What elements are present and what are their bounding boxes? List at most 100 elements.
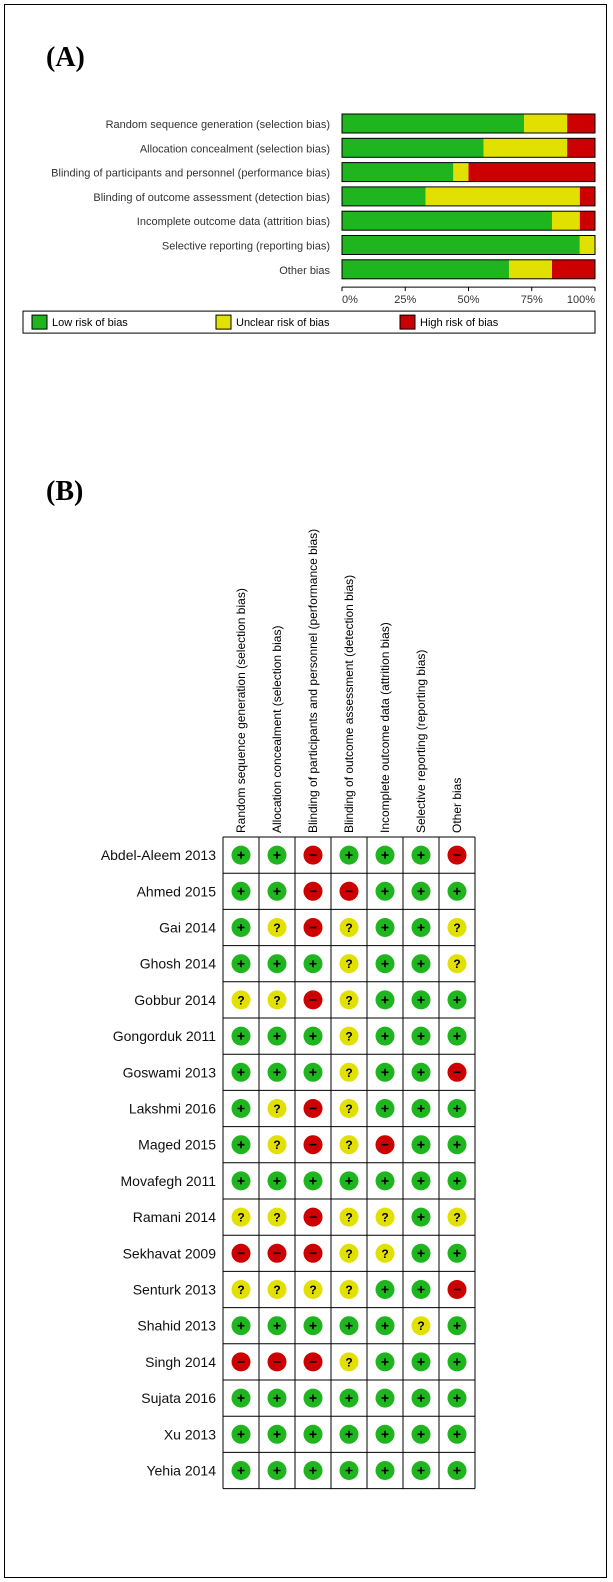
question-glyph: ?	[273, 1211, 280, 1225]
bar-segment-unclear	[483, 138, 568, 158]
plus-glyph	[273, 851, 281, 859]
plus-glyph	[417, 924, 425, 931]
category-label: Incomplete outcome data (attrition bias)	[137, 216, 330, 228]
plus-icon	[411, 1243, 431, 1263]
question-glyph: ?	[309, 1283, 316, 1297]
plus-glyph	[237, 1322, 245, 1330]
question-icon: ?	[267, 1280, 287, 1299]
judgement-dot-unclear	[375, 1207, 395, 1227]
plus-icon	[303, 1461, 323, 1480]
plus-icon	[447, 990, 467, 1010]
risk-of-bias-summary-chart: Random sequence generation (selection bi…	[22, 113, 596, 334]
plus-icon	[411, 1352, 431, 1372]
plus-icon	[339, 1316, 359, 1336]
plus-glyph	[309, 1322, 317, 1330]
legend-swatch-unclear	[215, 314, 232, 330]
figure-frame	[4, 4, 607, 1578]
plus-glyph	[453, 1394, 461, 1402]
plus-icon	[231, 1135, 251, 1155]
x-tick-label: 25%	[394, 294, 416, 306]
plus-glyph	[345, 1322, 353, 1330]
plus-glyph	[345, 1177, 353, 1185]
plus-icon	[339, 1424, 359, 1444]
plus-icon	[375, 1099, 395, 1118]
bar-segment-low	[342, 211, 552, 231]
judgement-dot-unclear	[231, 990, 251, 1010]
plus-glyph	[453, 887, 461, 895]
judgement-dot-unclear	[339, 1207, 359, 1227]
bar-outline	[341, 259, 596, 280]
plus-icon	[375, 1352, 395, 1372]
minus-icon	[303, 918, 323, 937]
plus-icon	[411, 881, 431, 901]
minus-icon	[303, 1352, 323, 1372]
plus-glyph	[237, 924, 245, 931]
plus-icon	[375, 1280, 395, 1299]
category-label: Selective reporting (reporting bias)	[162, 241, 330, 253]
plus-glyph	[417, 1394, 425, 1402]
plus-icon	[267, 881, 287, 901]
plus-icon	[447, 1388, 467, 1408]
question-icon: ?	[447, 954, 467, 974]
judgement-dot-unclear	[375, 1243, 395, 1263]
plus-icon	[267, 1461, 287, 1480]
plus-glyph	[309, 1430, 317, 1438]
judgement-dot-unclear	[339, 1135, 359, 1155]
judgement-dot-unclear	[267, 1099, 287, 1118]
plus-glyph	[453, 1322, 461, 1330]
question-glyph: ?	[273, 1283, 280, 1297]
category-label: Blinding of participants and personnel (…	[51, 168, 330, 180]
plus-glyph	[273, 960, 281, 968]
study-label: Ghosh 2014	[140, 956, 216, 972]
column-header: Selective reporting (reporting bias)	[414, 650, 428, 833]
bar-segment-unclear	[453, 162, 469, 182]
plus-icon	[303, 1062, 323, 1082]
study-label: Abdel-Aleem 2013	[101, 847, 216, 863]
question-glyph: ?	[273, 921, 280, 935]
plus-icon	[231, 1099, 251, 1118]
bar-segment-unclear	[579, 235, 595, 255]
minus-icon	[339, 881, 359, 901]
column-header: Allocation concealment (selection bias)	[270, 626, 284, 833]
minus-icon	[303, 845, 323, 865]
plus-icon	[303, 1316, 323, 1336]
plus-icon	[231, 845, 251, 865]
question-icon: ?	[339, 1207, 359, 1227]
judgement-dot-unclear	[447, 954, 467, 974]
legend-label-unclear: Unclear risk of bias	[236, 317, 330, 329]
judgement-dot-unclear	[231, 1207, 251, 1227]
judgement-dot-unclear	[339, 954, 359, 974]
column-header: Blinding of participants and personnel (…	[306, 529, 320, 833]
plus-glyph	[381, 851, 389, 859]
question-icon: ?	[267, 990, 287, 1010]
bar-segment-high	[579, 211, 595, 231]
plus-icon	[375, 1026, 395, 1046]
judgement-dot-unclear	[411, 1316, 431, 1336]
plus-glyph	[417, 996, 425, 1004]
question-glyph: ?	[381, 1211, 388, 1225]
minus-icon	[447, 1280, 467, 1299]
judgement-dot-unclear	[267, 1135, 287, 1155]
column-header: Random sequence generation (selection bi…	[234, 588, 248, 833]
plus-icon	[411, 1424, 431, 1444]
plus-icon	[375, 881, 395, 901]
bar-segment-unclear	[508, 259, 552, 279]
question-icon: ?	[267, 1099, 287, 1118]
bar-segment-high	[468, 162, 595, 182]
minus-icon	[231, 1243, 251, 1263]
question-glyph: ?	[345, 1211, 352, 1225]
bar-segment-high	[567, 114, 595, 133]
question-icon: ?	[267, 918, 287, 937]
plus-icon	[231, 881, 251, 901]
question-glyph: ?	[381, 1247, 388, 1261]
plus-icon	[231, 1388, 251, 1408]
plus-glyph	[381, 924, 389, 931]
legend-swatch-high	[399, 314, 416, 330]
bar-outline	[341, 137, 596, 158]
question-glyph: ?	[345, 1030, 352, 1044]
plus-glyph	[381, 996, 389, 1004]
question-icon: ?	[339, 1280, 359, 1299]
plus-icon	[303, 1388, 323, 1408]
plus-glyph	[417, 1105, 425, 1112]
plus-icon	[447, 1135, 467, 1155]
